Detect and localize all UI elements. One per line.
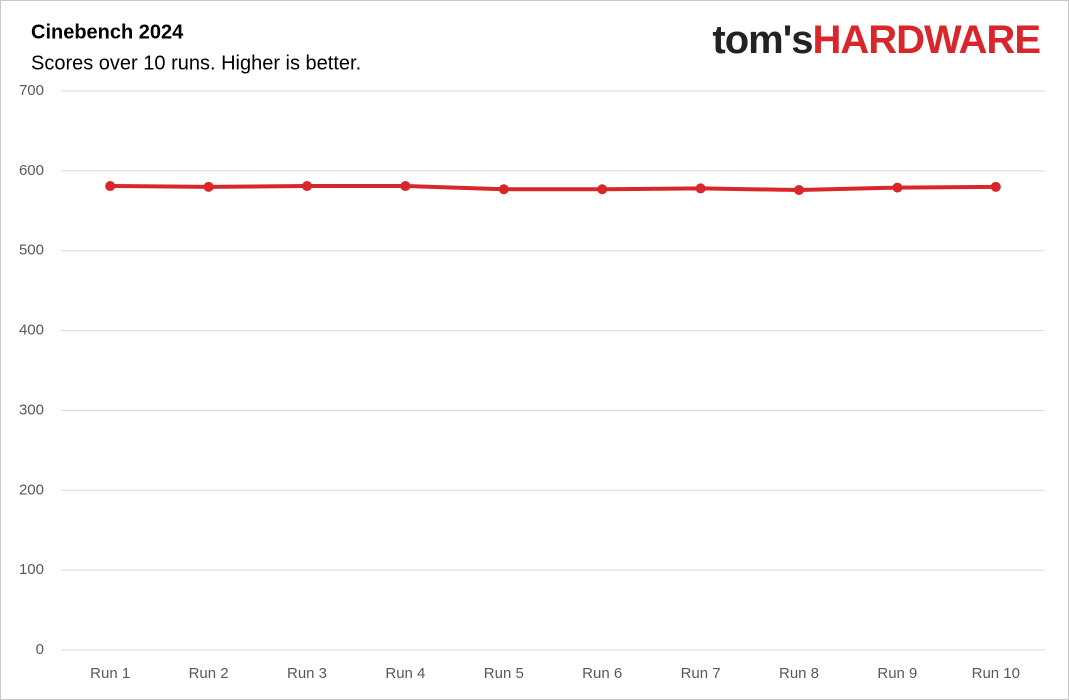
x-tick-label: Run 2 <box>189 665 229 682</box>
data-point <box>302 181 312 192</box>
data-point <box>597 184 608 195</box>
x-tick-label: Run 9 <box>877 665 917 682</box>
y-tick-label: 400 <box>19 322 44 339</box>
logo-prefix: tom's <box>712 18 812 62</box>
y-tick-label: 500 <box>19 242 44 259</box>
y-tick-label: 600 <box>19 162 44 179</box>
x-tick-label: Run 10 <box>972 665 1020 682</box>
data-point <box>400 181 411 192</box>
logo-name: HARDWARE <box>812 18 1040 62</box>
x-tick-label: Run 4 <box>385 665 425 682</box>
y-tick-label: 0 <box>36 641 44 658</box>
series-line <box>110 184 996 193</box>
data-point <box>794 185 804 196</box>
x-tick-label: Run 5 <box>484 665 524 682</box>
x-tick-label: Run 1 <box>90 665 130 682</box>
data-point <box>105 181 116 192</box>
y-tick-label: 200 <box>19 481 44 498</box>
data-point <box>892 182 903 193</box>
chart-title: Cinebench 2024 <box>31 21 184 43</box>
x-tick-label: Run 6 <box>582 665 622 682</box>
data-point <box>498 184 509 195</box>
data-point <box>203 181 214 192</box>
logo: tom'sHARDWARE <box>712 18 1040 62</box>
x-tick-label: Run 7 <box>681 665 721 682</box>
y-tick-label: 700 <box>19 82 44 99</box>
x-tick-label: Run 8 <box>779 665 819 682</box>
y-tick-label: 300 <box>19 401 44 418</box>
data-point <box>695 183 706 194</box>
y-tick-label: 100 <box>19 561 44 578</box>
chart-subtitle: Scores over 10 runs. Higher is better. <box>31 52 361 74</box>
data-point <box>990 181 1001 192</box>
x-tick-label: Run 3 <box>287 665 327 682</box>
